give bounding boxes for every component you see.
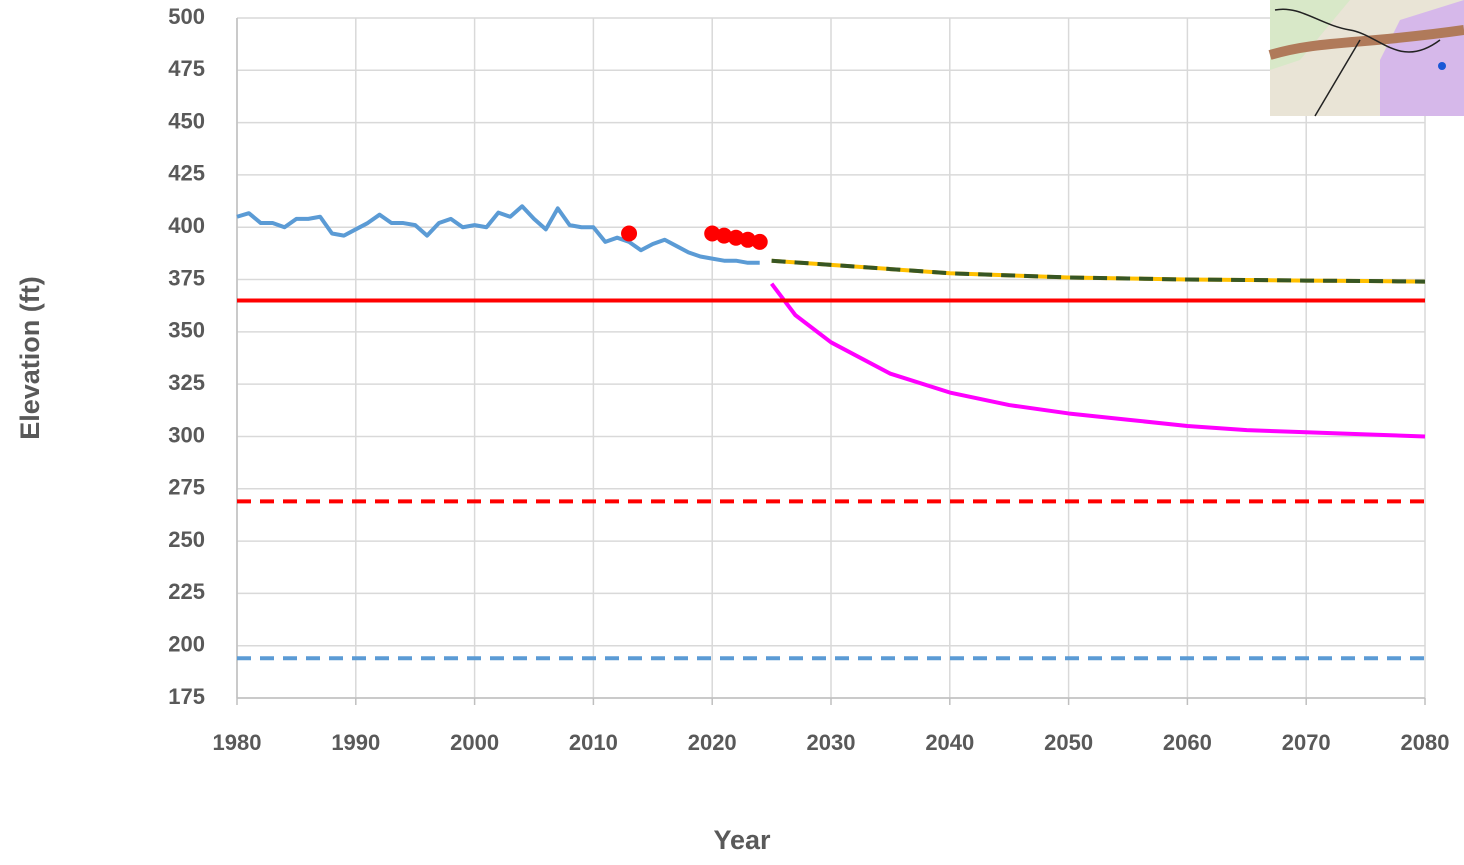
- y-tick-label: 350: [168, 318, 205, 343]
- x-axis-title: Year: [713, 825, 771, 855]
- y-tick-label: 475: [168, 56, 205, 81]
- y-tick-label: 425: [168, 161, 205, 186]
- x-tick-label: 2010: [569, 730, 618, 755]
- x-tick-label: 2030: [807, 730, 856, 755]
- data-line: [772, 261, 1425, 282]
- map-inset: [1270, 0, 1464, 116]
- x-tick-label: 2020: [688, 730, 737, 755]
- chart: Year Elevation (ft) 175 200 225 250 275 300 32…: [0, 0, 1464, 860]
- x-tick-label: 1990: [331, 730, 380, 755]
- y-tick-label: 325: [168, 370, 205, 395]
- x-tick-label: 1980: [213, 730, 262, 755]
- data-line: [237, 206, 760, 262]
- y-tick-label: 250: [168, 527, 205, 552]
- data-point: [621, 226, 637, 242]
- data-point: [752, 234, 768, 250]
- y-tick-label: 275: [168, 475, 205, 500]
- y-tick-label: 375: [168, 265, 205, 290]
- x-tick-label: 2040: [925, 730, 974, 755]
- x-tick-label: 2000: [450, 730, 499, 755]
- x-tick-label: 2060: [1163, 730, 1212, 755]
- y-tick-label: 175: [168, 684, 205, 709]
- y-tick-label: 225: [168, 579, 205, 604]
- data-line: [772, 284, 1425, 437]
- x-tick-label: 2050: [1044, 730, 1093, 755]
- y-axis-title: Elevation (ft): [15, 276, 45, 440]
- y-tick-label: 200: [168, 632, 205, 657]
- y-tick-label: 400: [168, 213, 205, 238]
- y-tick-label: 500: [168, 4, 205, 29]
- x-tick-label: 2070: [1282, 730, 1331, 755]
- x-tick-label: 2080: [1401, 730, 1450, 755]
- y-tick-label: 450: [168, 108, 205, 133]
- y-tick-label: 300: [168, 422, 205, 447]
